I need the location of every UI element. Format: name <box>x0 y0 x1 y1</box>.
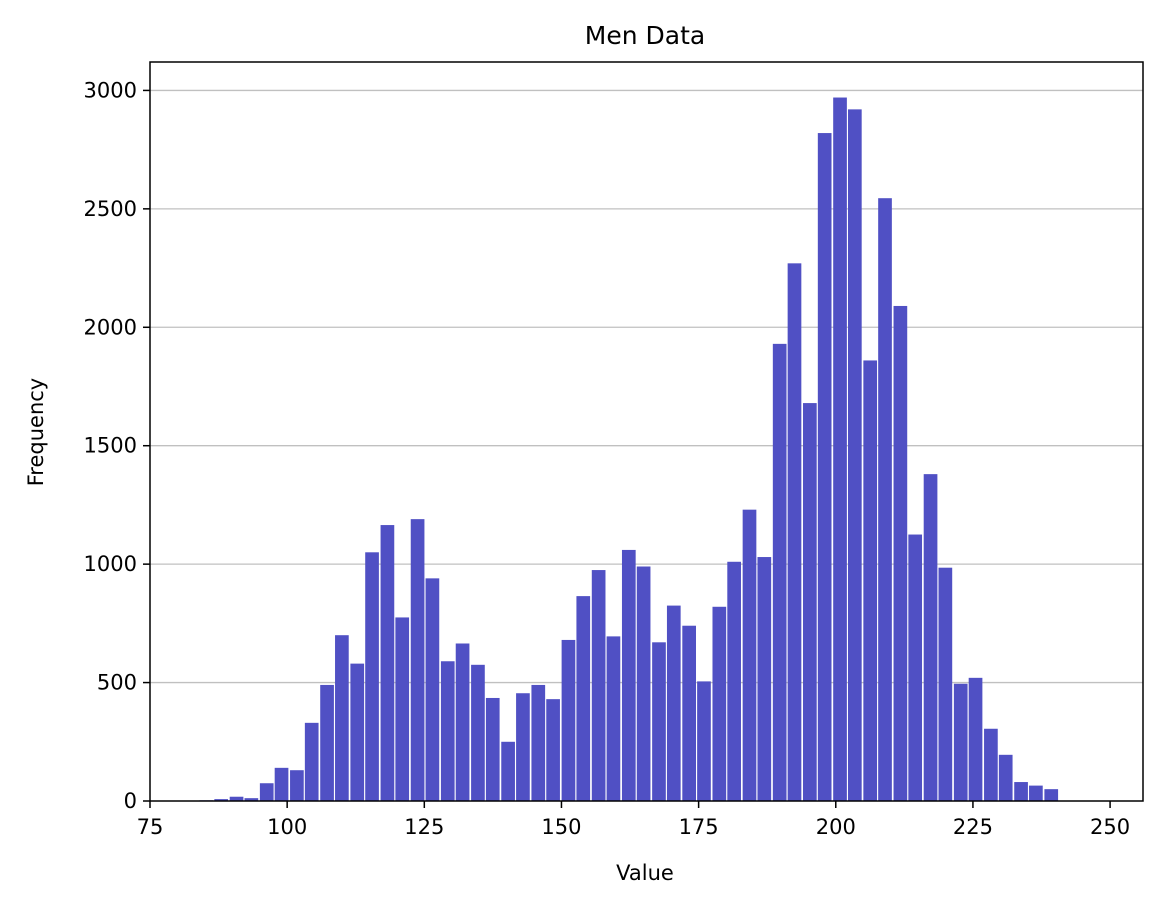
histogram-bar <box>968 677 983 801</box>
y-axis-ticks: 0 500 1000 1500 2000 2500 3000 <box>84 78 150 813</box>
histogram-bar <box>998 754 1013 801</box>
histogram-bar <box>591 570 606 801</box>
histogram-bar <box>712 606 727 801</box>
histogram-bar <box>893 305 908 801</box>
histogram-bar <box>682 625 696 801</box>
histogram-bar <box>1029 785 1043 801</box>
histogram-bar <box>1014 782 1028 801</box>
histogram-bar <box>727 561 741 801</box>
histogram-bar <box>652 642 666 801</box>
histogram-bar <box>938 567 953 801</box>
histogram-bar <box>772 343 787 801</box>
histogram-bar <box>320 684 334 801</box>
histogram-bar <box>621 549 636 801</box>
y-tick-label: 2000 <box>84 315 137 339</box>
x-tick-label: 250 <box>1090 815 1130 839</box>
histogram-bar <box>516 693 530 801</box>
histogram-bar <box>923 474 938 801</box>
y-tick-label: 0 <box>124 789 137 813</box>
x-tick-label: 200 <box>816 815 856 839</box>
histogram-bar <box>742 509 757 801</box>
histogram-bar <box>440 661 455 801</box>
histogram-bar <box>1044 789 1059 801</box>
x-tick-label: 225 <box>953 815 993 839</box>
histogram-bar <box>410 519 425 801</box>
x-tick-label: 125 <box>404 815 444 839</box>
x-tick-label: 75 <box>137 815 164 839</box>
y-tick-label: 3000 <box>84 78 137 102</box>
histogram-bar <box>214 799 229 801</box>
histogram-bar <box>501 741 515 801</box>
histogram-bar <box>561 639 576 801</box>
bars-group <box>199 97 1059 802</box>
histogram-bar <box>953 683 968 801</box>
histogram-bar <box>365 552 379 801</box>
histogram-bar <box>259 783 274 801</box>
histogram-bar <box>984 728 998 801</box>
y-tick-label: 1000 <box>84 552 137 576</box>
histogram-bar <box>833 97 847 801</box>
y-axis-label: Frequency <box>24 378 48 487</box>
histogram-bar <box>229 796 244 801</box>
histogram-bar <box>757 557 772 801</box>
histogram-bar <box>244 798 259 801</box>
histogram-bar <box>455 643 470 801</box>
histogram-bar <box>697 681 711 801</box>
y-tick-label: 500 <box>97 671 137 695</box>
x-tick-label: 100 <box>267 815 307 839</box>
histogram-bar <box>485 697 500 801</box>
x-axis-ticks: 75 100 125 150 175 200 225 250 <box>137 801 1130 839</box>
histogram-bar <box>606 636 621 801</box>
histogram-bar <box>350 663 365 801</box>
histogram-bar <box>471 664 485 801</box>
histogram-bar <box>863 360 878 801</box>
y-tick-label: 1500 <box>84 434 137 458</box>
histogram-bar <box>847 109 862 801</box>
histogram-bar <box>395 617 410 801</box>
histogram-bar <box>531 684 546 801</box>
histogram-bar <box>425 578 440 801</box>
histogram-bar <box>636 566 651 801</box>
histogram-bar <box>878 198 892 801</box>
histogram-bar <box>290 770 304 801</box>
histogram-bar <box>274 767 289 801</box>
x-tick-label: 150 <box>541 815 581 839</box>
histogram-bar <box>803 403 817 801</box>
y-tick-label: 2500 <box>84 197 137 221</box>
histogram-bar <box>546 699 560 801</box>
histogram-bar <box>817 133 832 802</box>
histogram-bar <box>787 263 802 801</box>
histogram-bar <box>908 534 923 801</box>
plot-area-frame <box>149 61 1144 802</box>
chart-title: Men Data <box>585 21 705 50</box>
x-axis-label: Value <box>616 861 674 885</box>
histogram-bar <box>380 525 395 801</box>
histogram-bar <box>666 605 681 801</box>
x-tick-label: 175 <box>679 815 719 839</box>
histogram-bar <box>335 635 349 801</box>
histogram-bar <box>304 722 319 801</box>
histogram-bar <box>576 596 591 801</box>
